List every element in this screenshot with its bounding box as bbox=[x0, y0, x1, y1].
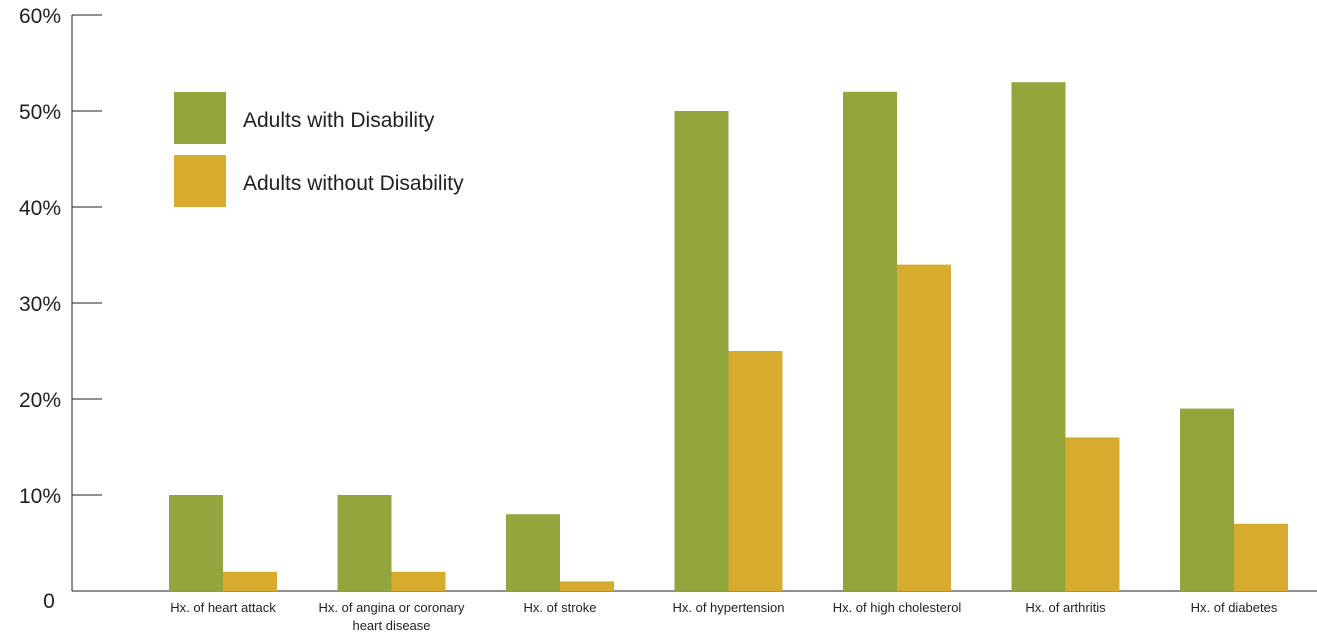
bar-with-disability bbox=[1011, 82, 1066, 591]
bar-without-disability bbox=[391, 571, 446, 591]
legend-label: Adults with Disability bbox=[243, 109, 435, 132]
bar-with-disability bbox=[169, 495, 223, 591]
x-category-label-line: Hx. of arthritis bbox=[1025, 600, 1106, 615]
y-tick-label: 40% bbox=[19, 197, 61, 220]
bar-with-disability bbox=[1180, 408, 1234, 591]
x-category-label-line: Hx. of heart attack bbox=[170, 600, 276, 615]
y-tick-label: 60% bbox=[19, 5, 61, 28]
x-category-label: Hx. of arthritis bbox=[1025, 600, 1106, 615]
y-tick-label: 50% bbox=[19, 101, 61, 124]
y-tick-label: 30% bbox=[19, 293, 61, 316]
bars bbox=[169, 82, 1288, 592]
x-category-label: Hx. of high cholesterol bbox=[833, 600, 962, 615]
x-category-label: Hx. of stroke bbox=[524, 600, 597, 615]
bar-without-disability bbox=[728, 351, 783, 591]
x-category-label-line: Hx. of diabetes bbox=[1191, 600, 1278, 615]
bar-with-disability bbox=[506, 514, 560, 591]
x-category-label-line: heart disease bbox=[352, 618, 430, 633]
bar-without-disability bbox=[1234, 523, 1288, 591]
legend-swatch bbox=[174, 92, 226, 144]
y-tick-label: 10% bbox=[19, 485, 61, 508]
y-axis: 0 10% 20% 30% 40% 50% 60% bbox=[19, 5, 102, 613]
bar-without-disability bbox=[897, 264, 951, 591]
y-tick-label: 0 bbox=[43, 590, 55, 613]
x-category-label: Hx. of hypertension bbox=[672, 600, 784, 615]
x-category-label: Hx. of heart attack bbox=[170, 600, 276, 615]
x-category-label-line: Hx. of stroke bbox=[524, 600, 597, 615]
bar-without-disability bbox=[1065, 437, 1120, 591]
x-category-label: Hx. of diabetes bbox=[1191, 600, 1278, 615]
legend-swatch bbox=[174, 155, 226, 207]
category-labels: Hx. of heart attack Hx. of angina or coro… bbox=[170, 600, 1278, 633]
legend: Adults with Disability Adults without Dis… bbox=[174, 92, 464, 207]
bar-with-disability bbox=[843, 91, 897, 592]
bar-with-disability bbox=[337, 495, 392, 591]
bar-without-disability bbox=[223, 571, 277, 591]
bar-with-disability bbox=[674, 111, 729, 591]
x-category-label: Hx. of angina or coronary heart disease bbox=[319, 600, 465, 633]
x-category-label-line: Hx. of high cholesterol bbox=[833, 600, 962, 615]
bar-without-disability bbox=[560, 581, 614, 591]
legend-label: Adults without Disability bbox=[243, 172, 464, 195]
y-tick-label: 20% bbox=[19, 389, 61, 412]
x-category-label-line: Hx. of angina or coronary bbox=[319, 600, 465, 615]
x-category-label-line: Hx. of hypertension bbox=[672, 600, 784, 615]
